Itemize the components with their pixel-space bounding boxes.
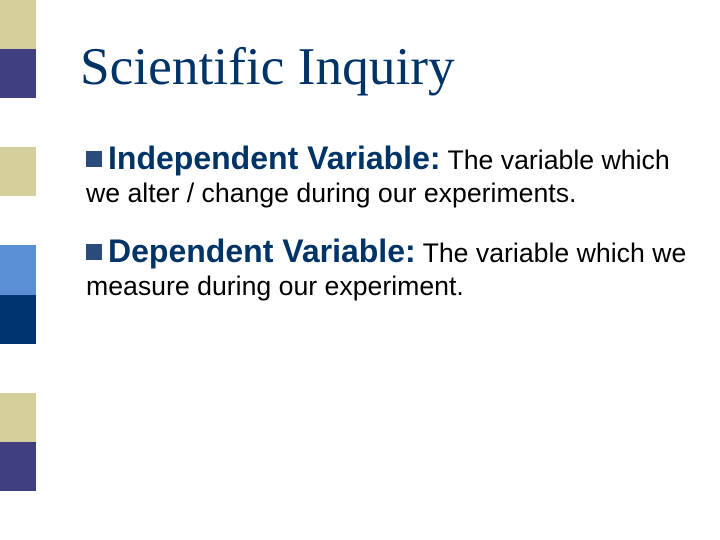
sidebar-block [0,147,36,196]
bullet-list: Independent Variable: The variable which… [80,140,690,302]
slide-content: Scientific Inquiry Independent Variable:… [80,38,690,326]
square-bullet-icon [86,244,102,260]
slide-title: Scientific Inquiry [80,38,690,94]
sidebar-block [0,245,36,294]
bullet-item: Independent Variable: The variable which… [86,140,690,209]
sidebar-block [0,295,36,344]
bullet-item: Dependent Variable: The variable which w… [86,233,690,302]
sidebar-block [0,196,36,245]
sidebar-block [0,344,36,393]
bullet-term: Dependent Variable: [108,233,416,269]
bullet-term: Independent Variable: [108,140,441,176]
sidebar-block [0,49,36,98]
sidebar-block [0,0,36,49]
sidebar-block [0,98,36,147]
square-bullet-icon [86,151,102,167]
decorative-sidebar [0,0,36,540]
sidebar-block [0,491,36,540]
sidebar-block [0,393,36,442]
sidebar-block [0,442,36,491]
